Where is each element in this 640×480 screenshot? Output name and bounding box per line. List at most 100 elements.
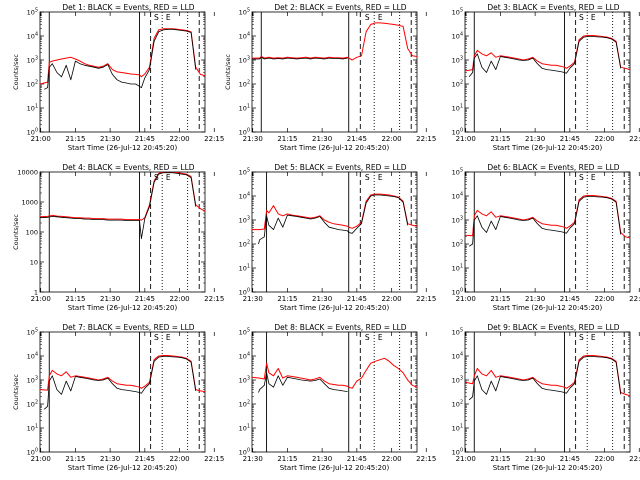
y-tick-label: 105 <box>27 8 38 17</box>
x-tick-label: 22:00 <box>169 455 189 463</box>
y-tick-label: 101 <box>239 264 250 273</box>
y-tick-label: 105 <box>239 168 250 177</box>
x-tick-label: 22:15 <box>204 455 224 463</box>
y-tick-label: 103 <box>452 376 463 385</box>
x-tick-label: 21:45 <box>135 455 155 463</box>
y-axis-label: Counts/sec <box>12 374 20 410</box>
end-marker-label: E <box>378 333 383 342</box>
y-tick-label: 104 <box>239 352 250 361</box>
x-tick-label: 21:00 <box>31 295 51 303</box>
x-tick-label: 22:15 <box>629 455 640 463</box>
y-tick-label: 100 <box>452 288 463 297</box>
x-axis-label: Start Time (26-Jul-12 20:45:20) <box>68 304 178 312</box>
y-tick-label: 102 <box>27 80 38 89</box>
y-tick-label: 101 <box>452 104 463 113</box>
x-tick-label: 21:30 <box>243 455 263 463</box>
events-series <box>468 36 622 78</box>
y-tick-label: 104 <box>27 352 38 361</box>
y-tick-label: 103 <box>452 216 463 225</box>
x-tick-label: 21:00 <box>456 135 476 143</box>
lld-series <box>252 357 417 389</box>
y-tick-label: 10 <box>30 259 38 267</box>
chart-panel-6: 100 101 102 103 104 105 21:00 21:15 21:30 21:45 22… <box>452 163 640 312</box>
end-marker-label: E <box>166 333 171 342</box>
x-tick-label: 22:00 <box>169 135 189 143</box>
y-tick-label: 100 <box>239 128 250 137</box>
start-marker-label: S <box>154 173 159 182</box>
x-tick-label: 21:45 <box>560 135 580 143</box>
y-axis-label: Counts/sec <box>12 214 20 250</box>
y-tick-label: 103 <box>27 56 38 65</box>
x-tick-label: 21:00 <box>31 455 51 463</box>
y-tick-label: 100 <box>27 448 38 457</box>
chart-panel-8: 100 101 102 103 104 105 21:30 21:15 21:30 21:45 22… <box>239 323 437 472</box>
y-tick-label: 10000 <box>17 169 38 177</box>
x-tick-label: 21:45 <box>560 455 580 463</box>
chart-title: Det 5: BLACK = Events, RED = LLD <box>274 163 406 172</box>
x-tick-label: 22:15 <box>204 295 224 303</box>
y-tick-label: 100 <box>452 128 463 137</box>
x-tick-label: 21:30 <box>100 135 120 143</box>
plot-frame <box>251 331 418 453</box>
x-tick-label: 21:15 <box>65 135 85 143</box>
y-tick-label: 104 <box>27 32 38 41</box>
y-tick-label: 102 <box>239 240 250 249</box>
chart-title: Det 8: BLACK = Events, RED = LLD <box>274 323 406 332</box>
end-marker-label: E <box>166 13 171 22</box>
start-marker-label: S <box>579 173 584 182</box>
y-tick-label: 102 <box>27 400 38 409</box>
events-series <box>44 28 197 90</box>
x-tick-label: 21:30 <box>525 135 545 143</box>
y-tick-label: 100 <box>239 448 250 457</box>
events-series <box>40 172 197 240</box>
x-tick-label: 22:00 <box>381 455 401 463</box>
y-tick-label: 100 <box>27 128 38 137</box>
y-tick-label: 104 <box>239 192 250 201</box>
x-tick-label: 22:00 <box>381 295 401 303</box>
x-tick-label: 21:00 <box>456 455 476 463</box>
x-tick-label: 22:15 <box>629 135 640 143</box>
plot-frame <box>251 11 418 133</box>
lld-series <box>465 35 630 72</box>
x-axis-label: Start Time (26-Jul-12 20:45:20) <box>68 464 178 472</box>
chart-title: Det 1: BLACK = Events, RED = LLD <box>62 3 194 12</box>
x-tick-label: 21:45 <box>560 295 580 303</box>
chart-panel-1: 100 101 102 103 104 105 21:00 21:15 21:30 21:45 22… <box>12 3 224 152</box>
start-marker-label: S <box>365 13 370 22</box>
x-tick-label: 21:15 <box>277 295 297 303</box>
x-tick-label: 21:15 <box>490 455 510 463</box>
x-tick-label: 22:15 <box>629 295 640 303</box>
x-tick-label: 22:00 <box>594 295 614 303</box>
chart-title: Det 7: BLACK = Events, RED = LLD <box>62 323 194 332</box>
x-tick-label: 21:45 <box>135 135 155 143</box>
plot-frame <box>39 331 206 453</box>
start-marker-label: S <box>365 333 370 342</box>
x-tick-label: 21:00 <box>31 135 51 143</box>
x-tick-label: 21:15 <box>65 455 85 463</box>
y-tick-label: 101 <box>452 424 463 433</box>
y-tick-label: 103 <box>239 376 250 385</box>
chart-title: Det 6: BLACK = Events, RED = LLD <box>487 163 619 172</box>
y-tick-label: 102 <box>452 80 463 89</box>
events-series <box>258 372 348 393</box>
start-marker-label: S <box>365 173 370 182</box>
x-tick-label: 21:45 <box>347 295 367 303</box>
x-axis-label: Start Time (26-Jul-12 20:45:20) <box>280 464 390 472</box>
x-tick-label: 21:15 <box>490 295 510 303</box>
y-tick-label: 100 <box>452 448 463 457</box>
events-series <box>43 356 197 410</box>
start-marker-label: S <box>579 13 584 22</box>
x-tick-label: 22:00 <box>169 295 189 303</box>
chart-title: Det 4: BLACK = Events, RED = LLD <box>62 163 194 172</box>
x-tick-label: 22:00 <box>381 135 401 143</box>
y-tick-label: 103 <box>452 56 463 65</box>
x-tick-label: 21:30 <box>312 135 332 143</box>
y-tick-label: 104 <box>452 192 463 201</box>
y-tick-label: 102 <box>239 400 250 409</box>
x-tick-label: 21:15 <box>277 455 297 463</box>
lld-series <box>40 28 205 85</box>
plot-frame <box>464 171 631 293</box>
x-tick-label: 22:15 <box>204 135 224 143</box>
x-tick-label: 21:30 <box>525 455 545 463</box>
